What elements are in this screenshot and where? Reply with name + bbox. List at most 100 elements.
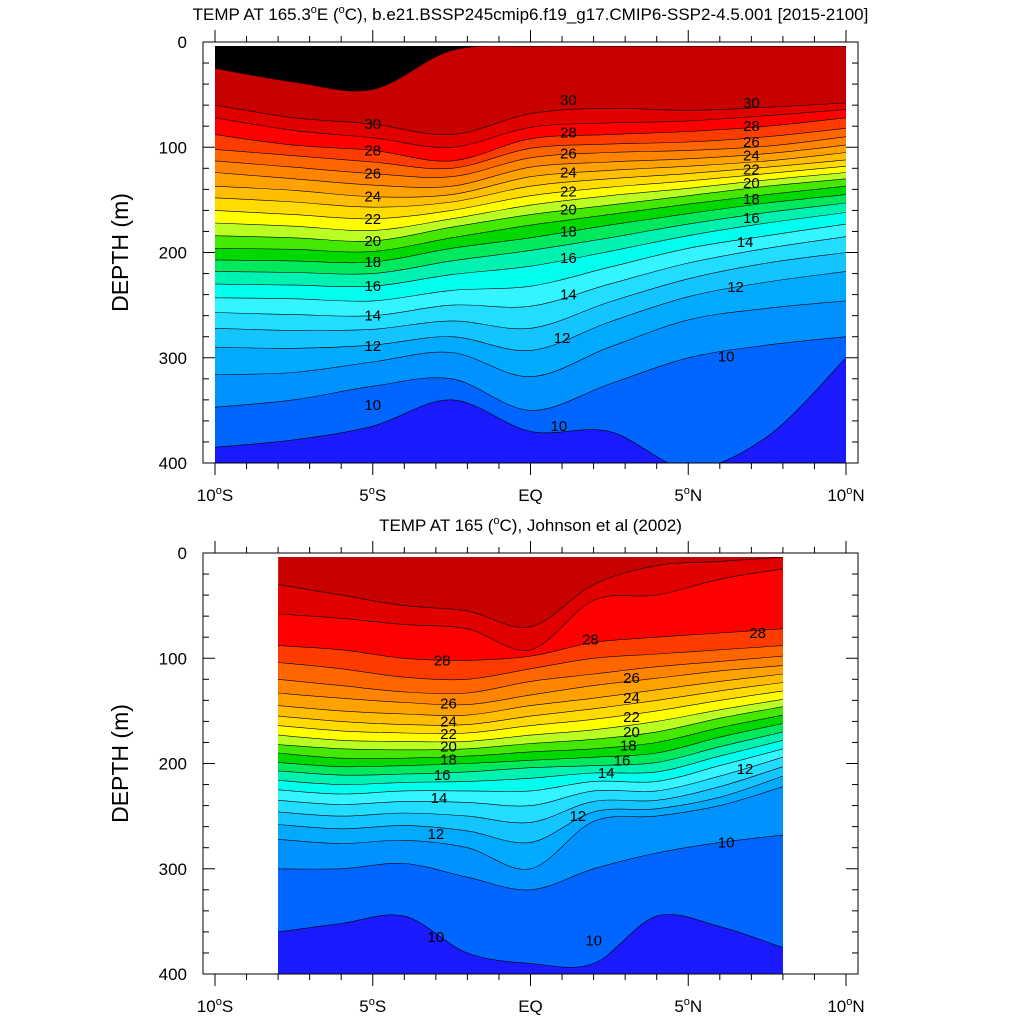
contour-label: 14 [598, 765, 615, 782]
contour-label: 28 [560, 125, 577, 142]
x-tick-label: 5oS [359, 996, 386, 1016]
x-tick-label: 5oN [674, 996, 702, 1016]
y-tick-label: 0 [178, 544, 187, 563]
contour-label: 18 [364, 254, 381, 271]
chart-title: TEMP AT 165 (oC), Johnson et al (2002) [379, 515, 682, 535]
contour-label: 30 [364, 116, 381, 133]
isotherm-14 [278, 756, 783, 807]
isotherm-31 [215, 46, 846, 92]
contour-label: 10 [428, 929, 445, 946]
y-axis-label: DEPTH (m) [107, 704, 133, 823]
contour-label: 26 [743, 134, 760, 151]
contour-label: 24 [364, 189, 381, 206]
isotherm-25 [278, 665, 783, 706]
isotherm-10 [215, 336, 846, 411]
contour-label: 12 [554, 330, 571, 347]
isotherm-25 [215, 144, 846, 188]
isotherm-27 [215, 128, 846, 170]
contour-label: 10 [718, 349, 735, 366]
y-tick-label: 200 [159, 244, 187, 263]
contour-label: 30 [743, 95, 760, 112]
x-tick-label: 10oS [197, 996, 233, 1016]
isotherm-10 [278, 834, 783, 891]
contour-label: 10 [551, 418, 568, 435]
y-tick-label: 0 [178, 33, 187, 52]
contour-label: 22 [560, 183, 577, 200]
x-tick-label: 5oS [359, 485, 386, 505]
axis-ticks [203, 541, 858, 986]
contour-label: 12 [737, 761, 754, 778]
isotherm-9 [215, 357, 846, 463]
contour-lines [278, 557, 783, 968]
isotherm-29 [215, 109, 846, 148]
chart-title: TEMP AT 165.3oE (oC), b.e21.BSSP245cmip6… [193, 4, 869, 24]
isotherm-17 [278, 731, 783, 776]
contour-label: 26 [440, 696, 457, 713]
contour-label: 18 [440, 751, 457, 768]
isotherm-15 [215, 223, 846, 302]
isotherm-9 [278, 914, 783, 968]
isotherm-29 [278, 568, 783, 651]
contour-lines [215, 46, 846, 463]
isotherm-18 [215, 194, 846, 264]
y-tick-label: 100 [159, 138, 187, 157]
contour-label: 28 [364, 142, 381, 159]
contour-label: 16 [434, 767, 451, 784]
contour-label: 20 [623, 724, 640, 741]
contour-label: 20 [440, 739, 457, 756]
isotherm-14 [215, 236, 846, 317]
isotherm-11 [215, 300, 846, 378]
contour-label: 26 [364, 166, 381, 183]
contour-label: 18 [560, 223, 577, 240]
contour-label: 18 [620, 738, 637, 755]
contour-label: 24 [743, 148, 760, 165]
x-tick-label: EQ [518, 486, 543, 505]
isotherm-16 [215, 212, 846, 288]
contour-label: 20 [560, 201, 577, 218]
contour-label: 24 [560, 165, 577, 182]
contour-label: 12 [428, 826, 445, 843]
y-axis-label: DEPTH (m) [107, 193, 133, 312]
isotherm-12 [278, 775, 783, 844]
contour-label: 28 [582, 631, 599, 648]
axis-ticks [203, 30, 858, 475]
x-tick-label: 5oN [674, 485, 702, 505]
contour-label: 20 [743, 175, 760, 192]
isotherm-12 [215, 271, 846, 351]
band-8 [278, 914, 783, 974]
contour-label: 16 [364, 278, 381, 295]
contour-label: 14 [737, 234, 754, 251]
isotherm-11 [278, 786, 783, 870]
contour-label: 22 [623, 709, 640, 726]
contour-label: 14 [364, 308, 381, 325]
contour-label: 22 [364, 211, 381, 228]
contour-label: 20 [364, 233, 381, 250]
isotherm-19 [278, 714, 783, 760]
isotherm-18 [278, 723, 783, 768]
y-tick-label: 300 [159, 349, 187, 368]
contour-label: 28 [749, 625, 766, 642]
contour-label: 10 [364, 397, 381, 414]
contour-label: 26 [623, 670, 640, 687]
contour-label: 22 [440, 726, 457, 743]
isotherm-23 [215, 159, 846, 208]
contour-label: 12 [569, 808, 586, 825]
isotherm-17 [215, 202, 846, 275]
isotherm-28 [278, 628, 783, 661]
y-tick-label: 200 [159, 755, 187, 774]
y-tick-label: 100 [159, 649, 187, 668]
y-tick-label: 400 [159, 965, 187, 984]
isotherm-19 [215, 185, 846, 253]
isotherm-28 [215, 117, 846, 162]
contour-label: 12 [364, 338, 381, 355]
contour-label: 10 [718, 834, 735, 851]
isotherm-24 [278, 673, 783, 716]
contour-label: 16 [614, 752, 631, 769]
isotherm-13 [215, 252, 846, 331]
contour-label: 18 [743, 191, 760, 208]
filled-contours [215, 46, 846, 463]
